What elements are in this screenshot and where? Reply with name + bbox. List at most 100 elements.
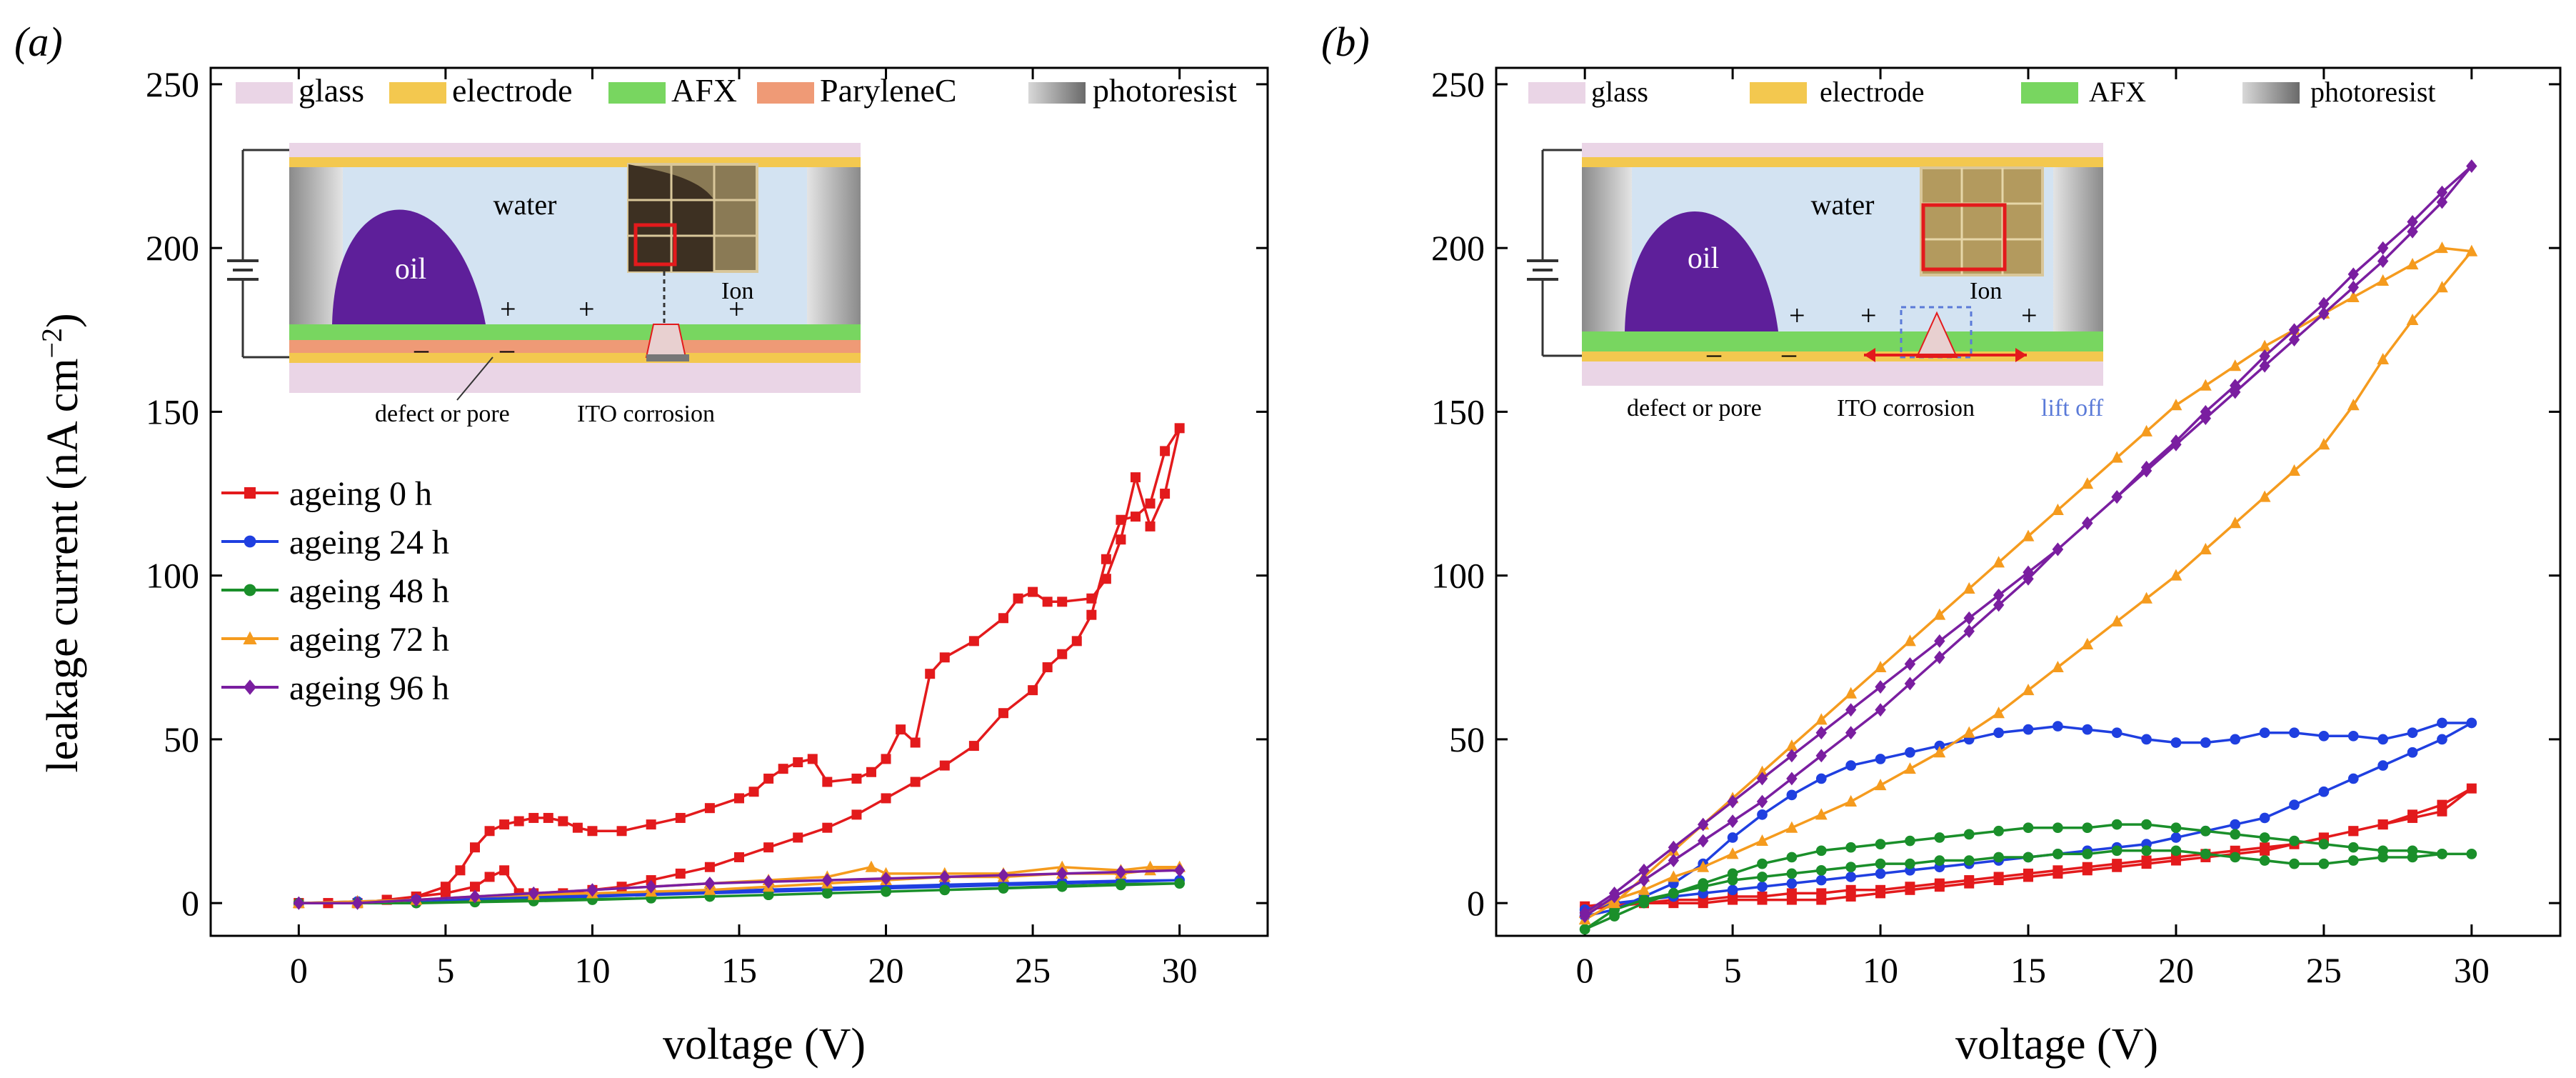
x-tick-label: 30 [2454, 950, 2490, 990]
data-point-ageing-72-h [1933, 746, 1946, 758]
y-tick-label: 150 [1431, 391, 1485, 431]
data-point-ageing-96-h [2230, 379, 2241, 393]
data-point-ageing-48-h [2200, 825, 2211, 837]
legend-entry-48h: ageing 48 h [289, 572, 449, 610]
data-point-ageing-0-h [968, 636, 979, 647]
data-point-ageing-24-h [1727, 832, 1738, 843]
data-point-ageing-72-h [865, 860, 878, 872]
data-point-ageing-0-h [896, 724, 906, 735]
panel-a: (a) leakage current (nA cm−2) 0 5 10 15 20 25… [14, 19, 1269, 1069]
data-point-ageing-48-h [2023, 852, 2034, 863]
data-point-ageing-72-h [2022, 684, 2035, 696]
data-point-ageing-72-h [2229, 516, 2242, 529]
data-point-ageing-48-h [1875, 858, 1886, 869]
data-point-ageing-0-h [675, 868, 686, 879]
data-point-ageing-48-h [2053, 822, 2063, 834]
data-point-ageing-96-h [1727, 814, 1738, 828]
x-tick-label: 5 [1724, 950, 1742, 990]
data-point-ageing-0-h [704, 862, 715, 872]
plot-area-a: 0 5 10 15 20 25 30 0 50 100 150 200 250 [146, 64, 1269, 990]
data-point-ageing-0-h [1013, 593, 1023, 604]
data-point-ageing-96-h [469, 889, 481, 904]
data-point-ageing-0-h [1057, 649, 1068, 659]
data-point-ageing-48-h [1786, 852, 1798, 863]
data-point-ageing-48-h [763, 889, 774, 901]
inset-schematic-b: oil water Ion + + + – – [1527, 143, 2104, 421]
data-point-ageing-48-h [2170, 845, 2182, 857]
data-point-ageing-48-h [2289, 835, 2300, 847]
data-point-ageing-0-h [1174, 423, 1185, 434]
data-point-ageing-0-h [748, 787, 759, 797]
data-point-ageing-96-h [2023, 572, 2034, 586]
data-point-ageing-0-h [2377, 819, 2388, 830]
data-point-ageing-48-h [1875, 839, 1886, 849]
data-point-ageing-24-h [1786, 789, 1798, 801]
y-tick-label: 50 [1449, 719, 1485, 759]
data-point-ageing-96-h [1698, 834, 1709, 848]
data-point-ageing-72-h [2140, 424, 2152, 436]
afx-layer [289, 324, 861, 340]
data-point-ageing-48-h [2318, 858, 2330, 869]
afx-label: AFX [671, 72, 737, 109]
data-point-ageing-72-h [2258, 490, 2271, 502]
data-point-ageing-96-h [2082, 516, 2093, 530]
data-point-ageing-0-h [2053, 865, 2063, 876]
data-point-ageing-24-h [1934, 740, 1945, 752]
data-point-ageing-96-h [1786, 749, 1798, 763]
x-tick-label: 0 [1576, 950, 1594, 990]
y-tick-label: 100 [1431, 556, 1485, 596]
data-point-ageing-0-h [807, 754, 818, 764]
data-point-ageing-48-h [998, 882, 1009, 894]
data-point-ageing-96-h [1756, 772, 1768, 786]
data-point-ageing-0-h [734, 852, 744, 862]
data-point-ageing-48-h [1993, 825, 2004, 837]
data-point-ageing-72-h [1845, 687, 1858, 699]
data-point-ageing-48-h [2230, 829, 2241, 840]
panel-b-label: (b) [1321, 19, 1370, 65]
liftoff-arrowhead-right [2015, 348, 2027, 362]
data-point-ageing-48-h [1963, 829, 1975, 840]
data-point-ageing-72-h [1874, 660, 1887, 673]
charge-markers: + + + – – [414, 293, 745, 365]
legend-entry-0h: ageing 0 h [289, 475, 432, 513]
data-point-ageing-0-h [1086, 609, 1097, 620]
data-point-ageing-48-h [1638, 894, 1650, 905]
y-tick-label: 0 [1467, 883, 1485, 923]
legend-marker-ageing-96-h [244, 679, 256, 695]
data-point-ageing-0-h [499, 819, 510, 830]
data-point-ageing-96-h [1904, 657, 1916, 671]
data-point-ageing-48-h [1786, 868, 1798, 879]
data-point-ageing-0-h [793, 832, 803, 843]
data-point-ageing-48-h [2437, 849, 2447, 859]
data-point-ageing-0-h [499, 865, 510, 876]
data-point-ageing-0-h [1042, 662, 1053, 673]
afx-swatch [2021, 82, 2078, 104]
layer-legend-a: glass electrode AFX ParyleneC photoresis… [236, 72, 1237, 109]
data-point-ageing-0-h [939, 652, 950, 663]
legend-marker-ageing-72-h [243, 631, 257, 644]
electrode-label: electrode [1820, 76, 1925, 108]
data-point-ageing-24-h [2053, 721, 2063, 732]
data-point-ageing-0-h [1131, 472, 1141, 483]
data-point-ageing-0-h [558, 816, 568, 827]
data-point-ageing-48-h [2053, 849, 2063, 859]
defect-pointer [456, 356, 493, 401]
y-tick-label: 150 [146, 391, 199, 431]
corrosion-label: ITO corrosion [1837, 395, 1975, 421]
data-point-ageing-96-h [528, 886, 539, 900]
data-point-ageing-24-h [1757, 881, 1768, 892]
data-point-ageing-96-h [1115, 865, 1127, 879]
svg-text:+: + [578, 293, 595, 325]
series-layer [1578, 159, 2478, 935]
data-point-ageing-96-h [2347, 267, 2359, 281]
data-point-ageing-24-h [2347, 730, 2359, 742]
data-point-ageing-24-h [1993, 727, 2004, 739]
glass-swatch [1528, 82, 1585, 104]
glass-label: glass [1591, 76, 1648, 108]
data-point-ageing-72-h [1726, 847, 1739, 859]
data-point-ageing-24-h [2259, 727, 2270, 739]
data-point-ageing-72-h [2347, 399, 2360, 411]
data-point-ageing-24-h [2170, 832, 2182, 843]
corrosion-pore [1915, 311, 1958, 358]
